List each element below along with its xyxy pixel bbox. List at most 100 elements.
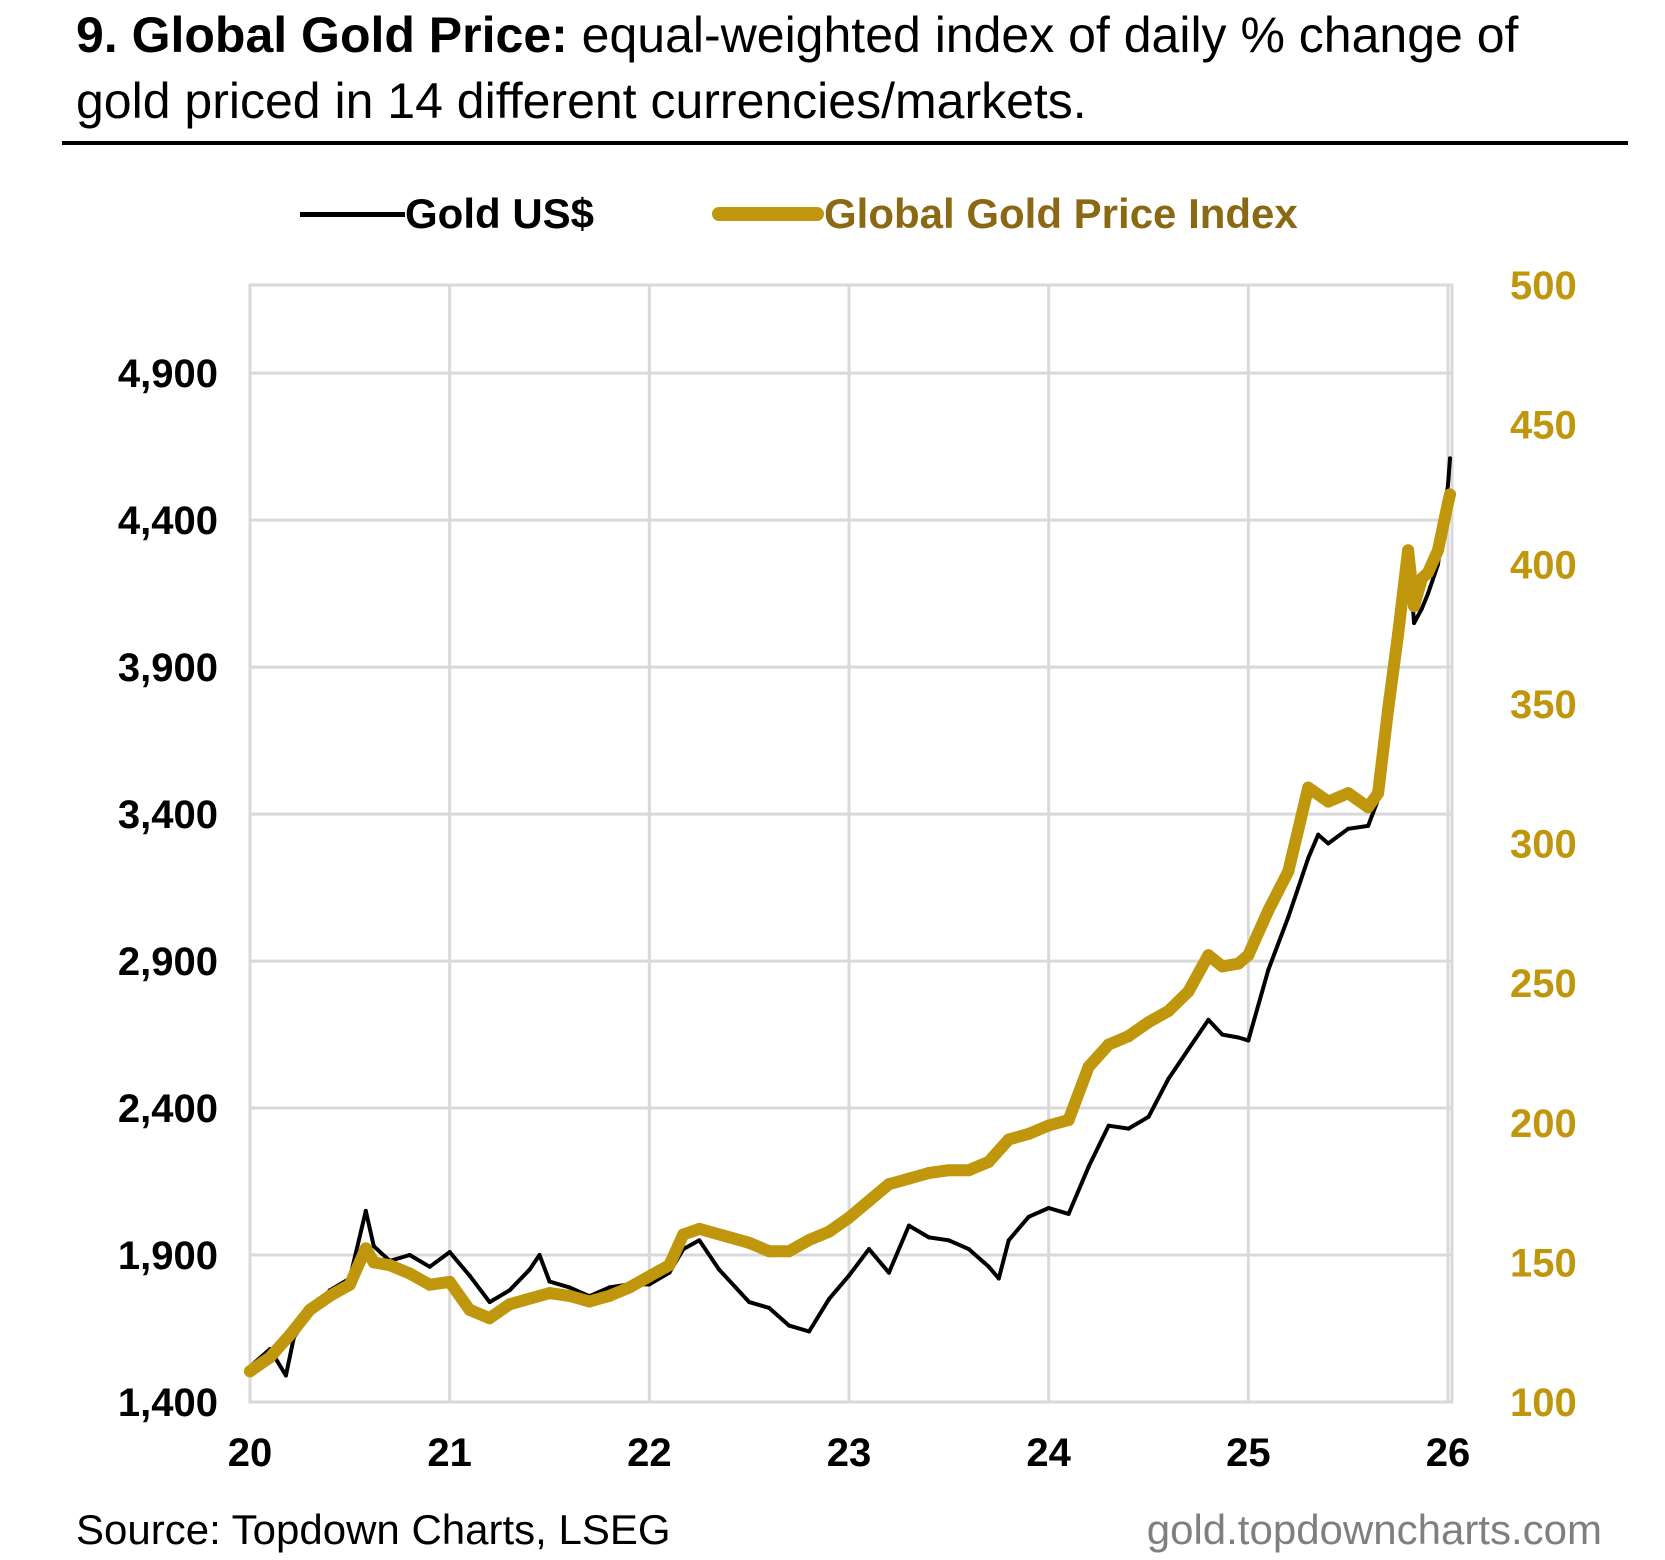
source-note: Source: Topdown Charts, LSEG [76, 1506, 671, 1553]
y-left-tick-label: 1,900 [118, 1234, 218, 1278]
legend-gold-usd-label: Gold US$ [405, 190, 595, 237]
gold-usd-point [607, 1285, 612, 1290]
x-tick-label: 25 [1226, 1431, 1271, 1475]
index-point [483, 1312, 496, 1325]
y-left-tick-label: 1,400 [118, 1381, 218, 1425]
index-point [503, 1298, 516, 1311]
gold-usd-point [537, 1253, 542, 1258]
index-point [1042, 1119, 1055, 1132]
gold-usd-point [427, 1264, 432, 1269]
gold-usd-point [407, 1253, 412, 1258]
gold-usd-point [847, 1273, 852, 1278]
index-point [1422, 566, 1435, 579]
index-point [1232, 957, 1245, 970]
gold-usd-point [363, 1208, 368, 1213]
gold-usd-point [1206, 1017, 1211, 1022]
index-point [942, 1164, 955, 1177]
index-point [663, 1259, 676, 1272]
x-tick-label: 23 [827, 1431, 872, 1475]
index-point [1408, 600, 1421, 613]
index-point [383, 1259, 396, 1272]
y-right-tick-label: 350 [1510, 683, 1577, 727]
gold-usd-point [283, 1373, 288, 1378]
gold-usd-point [567, 1285, 572, 1290]
site-url: gold.topdowncharts.com [1146, 1506, 1602, 1553]
index-point [1262, 904, 1275, 917]
gold-usd-point [747, 1300, 752, 1305]
gold-usd-point [487, 1300, 492, 1305]
gold-usd-point [966, 1247, 971, 1252]
gold-usd-point [1420, 606, 1425, 611]
index-point [823, 1225, 836, 1238]
gold-usd-point [1246, 1038, 1251, 1043]
index-point [1242, 949, 1255, 962]
gold-usd-point [767, 1305, 772, 1310]
index-point [1122, 1030, 1135, 1043]
index-point [1002, 1133, 1015, 1146]
index-point [303, 1303, 316, 1316]
index-point [882, 1178, 895, 1191]
index-point [743, 1236, 756, 1249]
index-point [403, 1267, 416, 1280]
gold-usd-point [787, 1323, 792, 1328]
y-right-tick-label: 300 [1510, 823, 1577, 867]
index-point [1182, 985, 1195, 998]
x-tick-label: 26 [1426, 1431, 1471, 1475]
legend-gold-usd: Gold US$ [300, 190, 594, 238]
x-tick-label: 24 [1026, 1431, 1071, 1475]
legend-index: Global Gold Price Index [712, 190, 1298, 238]
title-rule [62, 141, 1628, 145]
chart-title-rest: equal-weighted index of daily % change o… [76, 7, 1519, 129]
gold-usd-point [1146, 1114, 1151, 1119]
gold-usd-point [1296, 885, 1301, 890]
index-point [543, 1287, 556, 1300]
y-right-tick-label: 500 [1510, 264, 1577, 308]
index-point [783, 1245, 796, 1258]
y-left-tick-label: 4,900 [118, 352, 218, 396]
index-point [1392, 628, 1405, 641]
x-tick-label: 21 [427, 1431, 472, 1475]
series-line-gold-usd [248, 456, 1452, 1378]
gold-usd-point [547, 1279, 552, 1284]
gold-usd-point [1346, 826, 1351, 831]
index-point [922, 1167, 935, 1180]
index-point [723, 1231, 736, 1244]
gold-usd-point [866, 1247, 871, 1252]
index-point [902, 1172, 915, 1185]
y-right-tick-label: 200 [1510, 1102, 1577, 1146]
index-point [343, 1278, 356, 1291]
index-point [323, 1289, 336, 1302]
index-point [283, 1328, 296, 1341]
index-point [693, 1222, 706, 1235]
index-point [843, 1211, 856, 1224]
gold-usd-point [1126, 1126, 1131, 1131]
gold-usd-point [1426, 591, 1431, 596]
legend-index-swatch [712, 207, 824, 221]
y-left-tick-label: 2,400 [118, 1087, 218, 1131]
gold-usd-point [507, 1288, 512, 1293]
x-tick-label: 22 [627, 1431, 672, 1475]
index-point [1202, 949, 1215, 962]
chart-title-bold: 9. Global Gold Price: [76, 7, 568, 63]
gold-usd-point [1446, 482, 1451, 487]
plot-frame [248, 283, 1454, 1404]
index-point [359, 1242, 372, 1255]
index-point [1322, 795, 1335, 808]
y-left-tick-label: 4,400 [118, 499, 218, 543]
gold-usd-point [1220, 1032, 1225, 1037]
y-right-tick-label: 400 [1510, 543, 1577, 587]
gold-usd-point [1326, 841, 1331, 846]
legend-index-label: Global Gold Price Index [824, 190, 1298, 237]
index-point [1382, 703, 1395, 716]
index-point [1302, 781, 1315, 794]
index-point [1402, 544, 1415, 557]
gold-usd-point [467, 1273, 472, 1278]
gold-usd-point [827, 1297, 832, 1302]
index-point [523, 1292, 536, 1305]
index-point [677, 1228, 690, 1241]
index-point [1082, 1060, 1095, 1073]
gold-usd-point [1448, 456, 1453, 461]
index-point [1142, 1016, 1155, 1029]
index-point [1342, 787, 1355, 800]
